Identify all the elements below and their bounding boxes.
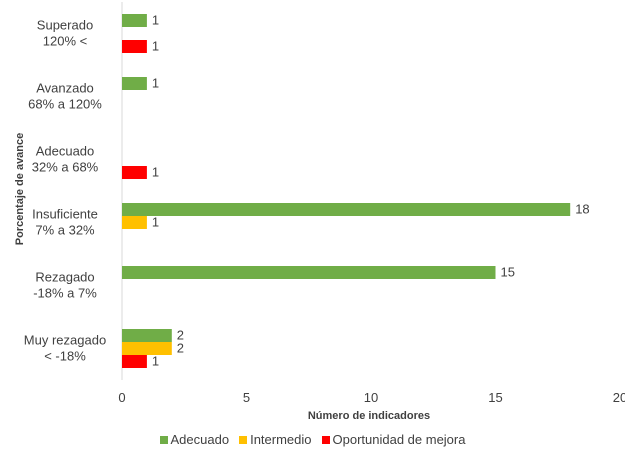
category-label: Superado 120% < (37, 18, 93, 49)
data-labels: 1 1 1 1 18 1 15 22 1 (152, 13, 590, 369)
category-label-line: Rezagado (35, 270, 94, 285)
legend-item: Oportunidad de mejora (321, 432, 466, 447)
x-tick-labels: 0 5 10 15 20 (118, 390, 625, 405)
bar (122, 14, 147, 27)
category-label-line: Adecuado (36, 144, 95, 159)
legend-swatch (321, 435, 330, 444)
bar (122, 77, 147, 90)
legend-swatch (159, 435, 168, 444)
y-axis-title: Porcentaje de avance (14, 133, 26, 246)
category-labels: Superado 120% < Avanzado 68% a 120% Adecuado… (24, 18, 106, 364)
data-label: 1 (152, 165, 159, 180)
legend-label: Intermedio (250, 432, 312, 447)
category-label-line: Avanzado (36, 81, 94, 96)
category-label: Muy rezagado < -18% (24, 333, 106, 364)
bar (122, 216, 147, 229)
x-tick-label: 10 (364, 390, 378, 405)
category-label-line: < -18% (44, 349, 86, 364)
category-label: Adecuado 32% a 68% (32, 144, 99, 175)
data-label: 2 (177, 341, 184, 356)
category-label: Avanzado 68% a 120% (28, 81, 102, 112)
category-label-line: -18% a 7% (33, 286, 97, 301)
data-label: 18 (575, 202, 589, 217)
x-axis-title: Número de indicadores (308, 410, 430, 422)
legend-item: Adecuado (159, 432, 230, 447)
x-tick-label: 20 (613, 390, 625, 405)
data-label: 15 (501, 265, 515, 280)
bar (122, 266, 496, 279)
data-label: 1 (152, 39, 159, 54)
bar (122, 342, 172, 355)
legend-swatch (239, 435, 248, 444)
legend-label: Adecuado (170, 432, 230, 447)
legend-item: Intermedio (239, 432, 312, 447)
category-label: Insuficiente 7% a 32% (32, 207, 98, 238)
category-label-line: Muy rezagado (24, 333, 106, 348)
data-label: 1 (152, 354, 159, 369)
x-tick-label: 15 (488, 390, 502, 405)
category-label-line: 7% a 32% (35, 223, 95, 238)
category-label-line: 120% < (43, 34, 87, 49)
bar (122, 329, 172, 342)
bars (122, 14, 571, 368)
category-label-line: 68% a 120% (28, 97, 102, 112)
data-label: 2 (177, 328, 184, 343)
data-label: 1 (152, 76, 159, 91)
x-tick-label: 5 (243, 390, 250, 405)
category-label: Rezagado -18% a 7% (33, 270, 97, 301)
legend-label: Oportunidad de mejora (332, 432, 466, 447)
bar (122, 203, 571, 216)
legend: Adecuado Intermedio Oportunidad de mejora (0, 432, 625, 447)
category-label-line: Insuficiente (32, 207, 98, 222)
data-label: 1 (152, 13, 159, 28)
category-label-line: Superado (37, 18, 93, 33)
data-label: 1 (152, 215, 159, 230)
bar (122, 166, 147, 179)
bar (122, 40, 147, 53)
bar (122, 355, 147, 368)
category-label-line: 32% a 68% (32, 160, 99, 175)
x-tick-label: 0 (118, 390, 125, 405)
